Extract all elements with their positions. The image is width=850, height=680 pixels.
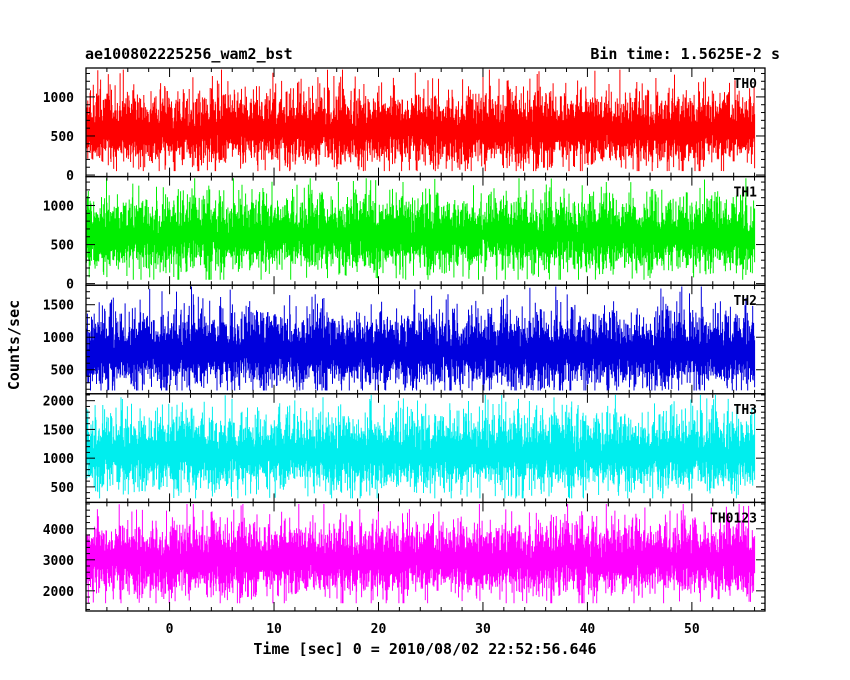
- panel-th0: 0 500 1000 TH0: [43, 67, 766, 184]
- y-tick-label: 500: [51, 481, 75, 496]
- y-tick-label: 0: [66, 278, 74, 293]
- panel-label: TH0123: [710, 511, 757, 526]
- x-axis: 0 10 20 30 40 50: [166, 622, 700, 637]
- y-tick-label: 1500: [43, 423, 74, 438]
- y-tick-label: 1000: [43, 452, 74, 467]
- y-tick-label: 3000: [43, 554, 74, 569]
- series-th2: [85, 286, 756, 391]
- y-tick-label: 1000: [43, 200, 74, 215]
- y-tick-label: 1500: [43, 299, 74, 314]
- x-tick-label: 0: [166, 622, 174, 637]
- x-tick-label: 20: [371, 622, 387, 637]
- series-th0123: [85, 504, 756, 604]
- y-tick-label: 1000: [43, 331, 74, 346]
- x-tick-label: 10: [266, 622, 282, 637]
- panel-th1: 0 500 1000 TH1: [43, 175, 766, 293]
- y-tick-label: 1000: [43, 91, 74, 106]
- panel-label: TH0: [734, 77, 758, 92]
- series-th3: [85, 394, 756, 499]
- panel-label: TH3: [734, 403, 757, 418]
- panel-frame: [85, 501, 766, 612]
- panel-th0123: 2000 3000 4000 TH0123: [43, 501, 766, 612]
- y-tick-label: 0: [66, 169, 74, 184]
- chart-title-right: Bin time: 1.5625E-2 s: [590, 45, 780, 63]
- panel-th3: 500 1000 1500 2000 TH3: [43, 393, 766, 504]
- series-th0: [85, 69, 756, 172]
- panel-th2: 500 1000 1500 TH2: [43, 284, 766, 395]
- y-axis-label: Counts/sec: [5, 300, 23, 390]
- y-tick-label: 500: [51, 364, 75, 379]
- x-tick-label: 30: [475, 622, 491, 637]
- panels-group: 0 500 1000 TH0 0 500 1000 TH1 500 1000 1500 TH2 500 1…: [43, 67, 766, 612]
- y-tick-label: 500: [51, 239, 75, 254]
- y-tick-label: 4000: [43, 523, 74, 538]
- y-tick-label: 2000: [43, 395, 74, 410]
- panel-label: TH1: [734, 186, 758, 201]
- x-tick-label: 40: [580, 622, 596, 637]
- y-tick-label: 500: [51, 130, 75, 145]
- y-tick-label: 2000: [43, 585, 74, 600]
- x-axis-label: Time [sec] 0 = 2010/08/02 22:52:56.646: [253, 640, 596, 658]
- series-th1: [85, 178, 756, 280]
- chart-title-left: ae100802225256_wam2_bst: [85, 45, 293, 63]
- x-tick-label: 50: [684, 622, 700, 637]
- panel-label: TH2: [734, 294, 757, 309]
